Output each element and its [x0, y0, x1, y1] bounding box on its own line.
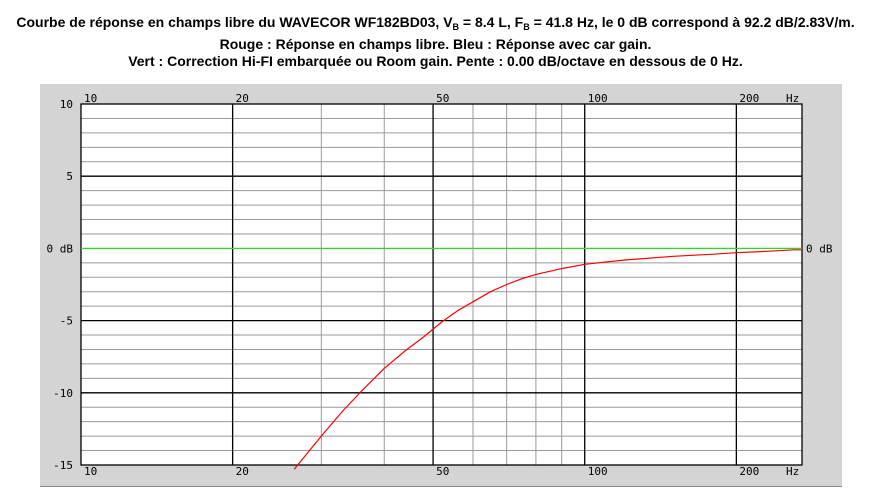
x-tick-label-top: 50: [436, 92, 449, 105]
x-tick-label-top: 20: [236, 92, 249, 105]
y-tick-label: -10: [53, 387, 73, 400]
series-line-rouge: [293, 249, 802, 470]
chart-title: Courbe de réponse en champs libre du WAV…: [0, 14, 871, 70]
x-tick-label-top: 10: [84, 92, 97, 105]
x-tick-label-bottom: 100: [588, 465, 608, 478]
y-tick-label: 10: [60, 98, 73, 111]
x-tick-label-bottom: 20: [236, 465, 249, 478]
plot-area: [81, 104, 802, 465]
x-unit-label-top: Hz: [786, 92, 799, 105]
y-tick-label: -15: [53, 459, 73, 472]
x-tick-label-bottom: 50: [436, 465, 449, 478]
x-unit-label-bottom: Hz: [786, 465, 799, 478]
title-line-1: Courbe de réponse en champs libre du WAV…: [16, 14, 855, 32]
plot-frame: [80, 103, 803, 466]
y-tick-label: -5: [60, 315, 73, 328]
y-tick-label: 0 dB: [47, 242, 74, 255]
y-tick-label-right: 0 dB: [806, 242, 833, 255]
bottom-rule: [40, 486, 842, 487]
title-line-3: Vert : Correction Hi-FI embarquée ou Roo…: [128, 53, 743, 69]
x-tick-label-bottom: 10: [84, 465, 97, 478]
y-tick-label: 5: [66, 170, 73, 183]
x-tick-label-top: 100: [588, 92, 608, 105]
x-tick-label-top: 200: [739, 92, 759, 105]
x-tick-label-bottom: 200: [739, 465, 759, 478]
title-line-2: Rouge : Réponse en champs libre. Bleu : …: [219, 36, 652, 52]
